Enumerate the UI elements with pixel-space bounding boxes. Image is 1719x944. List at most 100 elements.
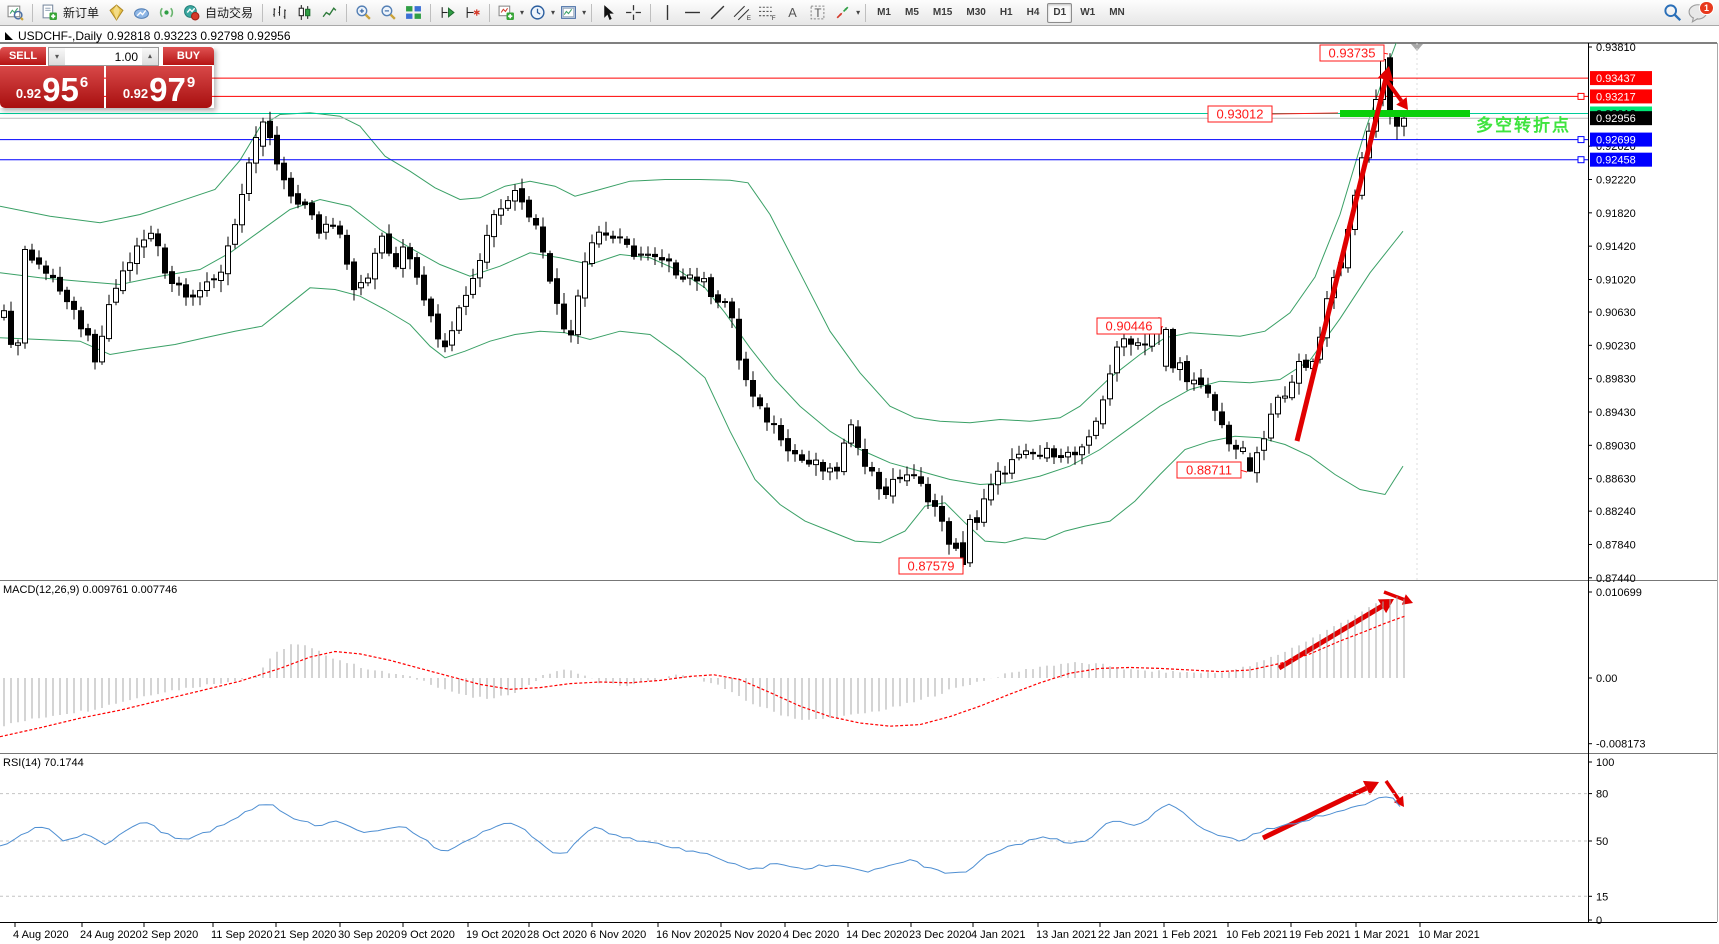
candle-body[interactable] bbox=[1226, 424, 1232, 445]
candle-body[interactable] bbox=[547, 253, 553, 282]
candle-body[interactable] bbox=[1107, 373, 1113, 400]
candle-body[interactable] bbox=[1128, 338, 1134, 345]
candle-body[interactable] bbox=[1198, 377, 1204, 386]
candle-body[interactable] bbox=[218, 271, 224, 282]
candle-body[interactable] bbox=[253, 137, 259, 164]
candle-body[interactable] bbox=[799, 454, 805, 461]
candle-body[interactable] bbox=[393, 253, 399, 268]
candle-body[interactable] bbox=[820, 462, 826, 472]
date-axis-label[interactable]: 2 Sep 2020 bbox=[142, 929, 198, 941]
trend-arrow[interactable] bbox=[1261, 785, 1368, 841]
indicators-caret-icon[interactable]: ▾ bbox=[520, 7, 525, 17]
candle-body[interactable] bbox=[911, 474, 917, 477]
candle-body[interactable] bbox=[15, 342, 21, 346]
candle-body[interactable] bbox=[470, 278, 476, 295]
candle-body[interactable] bbox=[435, 313, 441, 340]
candle-body[interactable] bbox=[834, 466, 840, 472]
candle-body[interactable] bbox=[701, 278, 707, 283]
trend-arrow-head[interactable] bbox=[1362, 780, 1379, 796]
candle-body[interactable] bbox=[1065, 451, 1071, 458]
date-axis-label[interactable]: 4 Dec 2020 bbox=[783, 929, 839, 941]
date-axis-label[interactable]: 1 Mar 2021 bbox=[1354, 929, 1410, 941]
candle-body[interactable] bbox=[967, 519, 973, 564]
candle-body[interactable] bbox=[428, 298, 434, 317]
candle-body[interactable] bbox=[526, 199, 532, 218]
candle-body[interactable] bbox=[673, 262, 679, 276]
bar-chart-button[interactable] bbox=[267, 2, 292, 24]
candle-body[interactable] bbox=[1058, 455, 1064, 459]
candle-body[interactable] bbox=[778, 425, 784, 441]
candle-body[interactable] bbox=[365, 277, 371, 284]
date-axis-label[interactable]: 13 Jan 2021 bbox=[1036, 929, 1097, 941]
candle-body[interactable] bbox=[134, 245, 140, 264]
cursor-tool-button[interactable] bbox=[596, 2, 621, 24]
candle-body[interactable] bbox=[904, 474, 910, 482]
trend-arrow-head[interactable] bbox=[1377, 66, 1394, 82]
candle-body[interactable] bbox=[1093, 420, 1099, 436]
price-callout-box[interactable] bbox=[1176, 461, 1242, 479]
date-axis-label[interactable]: 9 Oct 2020 bbox=[401, 929, 455, 941]
candle-body[interactable] bbox=[295, 193, 301, 205]
trend-arrow-head[interactable] bbox=[1401, 594, 1413, 605]
tab-timeframe-m15[interactable]: M15 bbox=[932, 6, 953, 18]
pivot-annotation-text[interactable]: 多空转折点 bbox=[1476, 115, 1571, 135]
candle-body[interactable] bbox=[589, 242, 595, 265]
candle-body[interactable] bbox=[785, 438, 791, 452]
candle-body[interactable] bbox=[64, 289, 70, 303]
candle-body[interactable] bbox=[743, 358, 749, 381]
candle-body[interactable] bbox=[8, 310, 14, 345]
candle-body[interactable] bbox=[862, 449, 868, 467]
candle-body[interactable] bbox=[1191, 379, 1197, 385]
candle-body[interactable] bbox=[183, 284, 189, 298]
date-axis-label[interactable]: 19 Oct 2020 bbox=[466, 929, 526, 941]
candle-body[interactable] bbox=[449, 330, 455, 346]
candle-body[interactable] bbox=[1114, 346, 1120, 374]
candle-body[interactable] bbox=[323, 223, 329, 233]
candle-body[interactable] bbox=[127, 262, 133, 271]
date-axis-label[interactable]: 10 Mar 2021 bbox=[1418, 929, 1480, 941]
signals-button[interactable] bbox=[154, 2, 179, 24]
candle-body[interactable] bbox=[1177, 362, 1183, 370]
candle-body[interactable] bbox=[169, 271, 175, 285]
candle-body[interactable] bbox=[1135, 342, 1141, 346]
candle-body[interactable] bbox=[1163, 329, 1169, 367]
candle-body[interactable] bbox=[1401, 117, 1407, 127]
candle-body[interactable] bbox=[1002, 472, 1008, 475]
templates-caret-icon[interactable]: ▾ bbox=[582, 7, 587, 17]
date-axis-label[interactable]: 23 Dec 2020 bbox=[909, 929, 971, 941]
price-callout-box[interactable] bbox=[898, 557, 964, 575]
chart-preview-button[interactable] bbox=[3, 2, 28, 24]
candle-body[interactable] bbox=[1100, 399, 1106, 425]
candle-body[interactable] bbox=[554, 278, 560, 304]
candle-body[interactable] bbox=[414, 257, 420, 278]
candle-body[interactable] bbox=[239, 194, 245, 226]
search-icon[interactable] bbox=[1663, 3, 1682, 22]
candle-body[interactable] bbox=[617, 236, 623, 239]
candle-body[interactable] bbox=[1149, 333, 1155, 347]
candle-body[interactable] bbox=[855, 426, 861, 448]
candle-body[interactable] bbox=[1086, 436, 1092, 446]
candle-body[interactable] bbox=[162, 247, 168, 274]
candle-body[interactable] bbox=[1072, 451, 1078, 456]
candle-body[interactable] bbox=[603, 232, 609, 236]
candle-body[interactable] bbox=[540, 226, 546, 253]
candle-body[interactable] bbox=[421, 274, 427, 301]
label-tool-button[interactable]: T bbox=[805, 2, 830, 24]
sell-button[interactable]: SELL bbox=[0, 47, 46, 66]
candle-body[interactable] bbox=[260, 121, 266, 147]
candle-body[interactable] bbox=[85, 328, 91, 336]
candlestick-button[interactable] bbox=[292, 2, 317, 24]
candle-body[interactable] bbox=[1079, 446, 1085, 456]
notifications-button[interactable]: 1 bbox=[1688, 0, 1714, 23]
candle-body[interactable] bbox=[281, 162, 287, 181]
arrows-caret-icon[interactable]: ▾ bbox=[856, 7, 861, 17]
candle-body[interactable] bbox=[407, 247, 413, 260]
candle-body[interactable] bbox=[302, 201, 308, 206]
trend-arrow[interactable] bbox=[1294, 79, 1389, 442]
templates-button[interactable] bbox=[556, 2, 581, 24]
candle-body[interactable] bbox=[71, 300, 77, 310]
candle-body[interactable] bbox=[316, 214, 322, 234]
candle-body[interactable] bbox=[827, 467, 833, 473]
candle-body[interactable] bbox=[267, 120, 273, 139]
sell-price-display[interactable]: 0.92 95 6 bbox=[0, 66, 104, 108]
